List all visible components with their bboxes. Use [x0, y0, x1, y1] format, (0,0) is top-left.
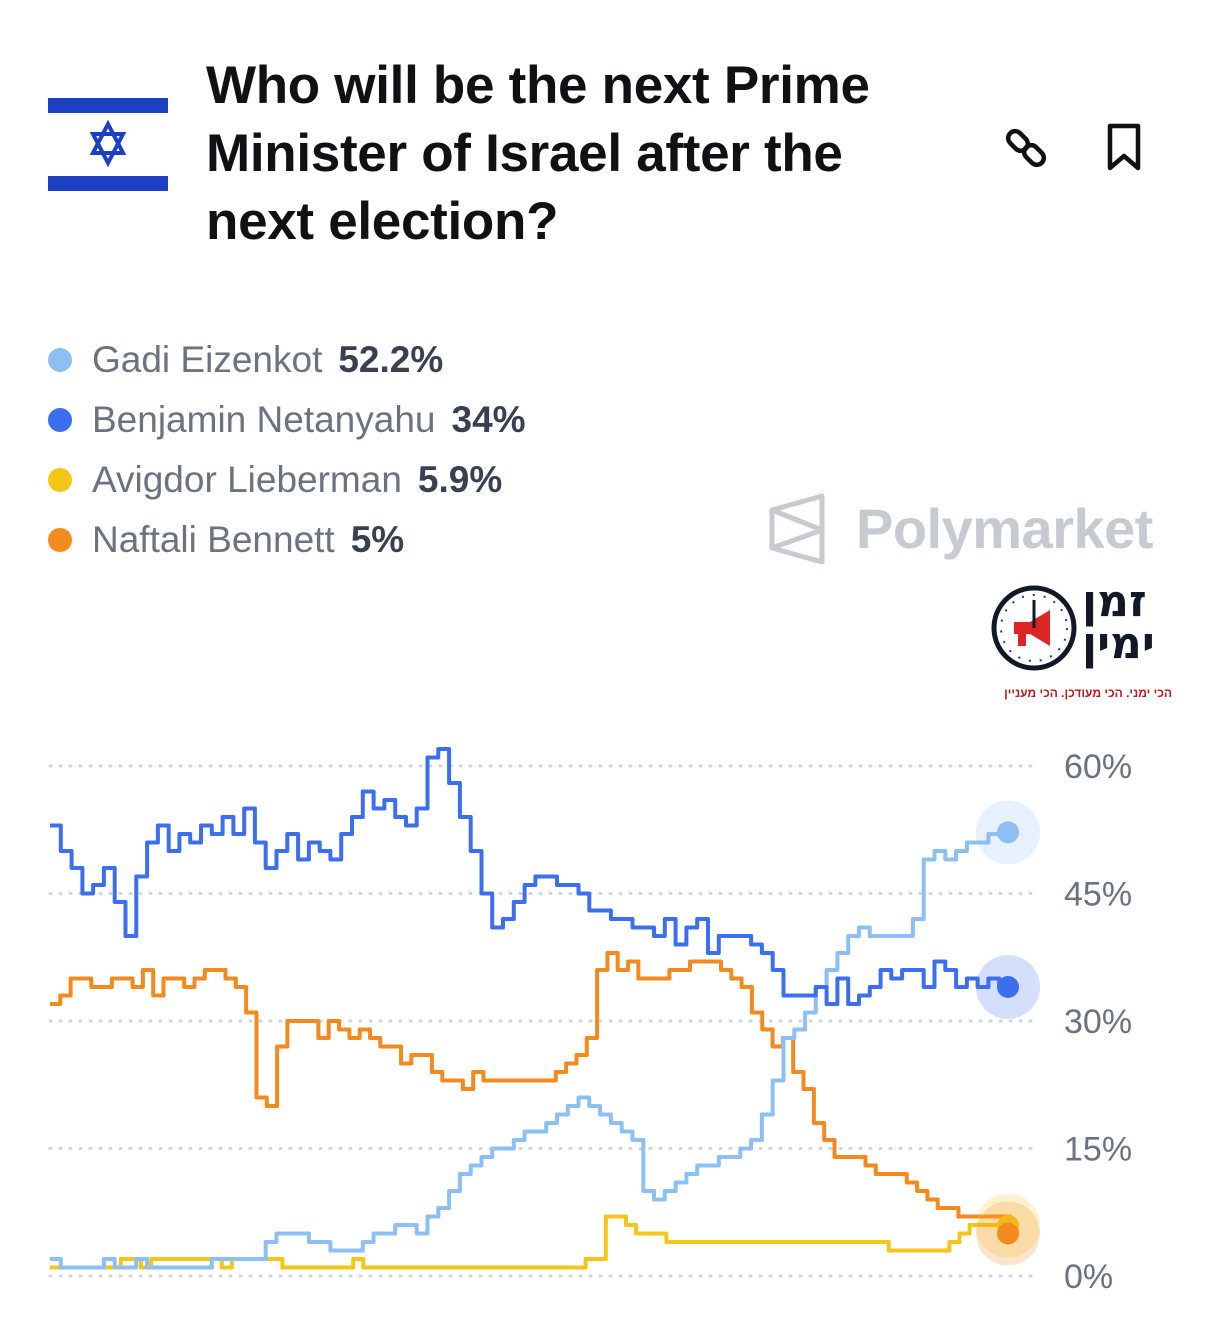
polymarket-watermark: Polymarket [766, 492, 1153, 564]
legend-item-eizenkot: Gadi Eizenkot 52.2% [48, 330, 526, 390]
news-logo-text-1: זמן [1082, 576, 1147, 627]
news-tagline: הכי ימני. הכי מעודכן. הכי מעניין [1004, 686, 1172, 700]
end-marker-naftali-bennett[interactable] [997, 1222, 1019, 1245]
polymarket-logo-icon [769, 493, 825, 564]
y-tick-label: 30% [1064, 1003, 1132, 1041]
legend-name: Benjamin Netanyahu [92, 399, 436, 440]
link-button[interactable] [1000, 122, 1052, 174]
legend-name: Gadi Eizenkot [92, 339, 323, 380]
legend-dot [48, 528, 72, 552]
legend-dot [48, 468, 72, 492]
y-tick-label: 45% [1064, 876, 1132, 914]
legend-value: 5% [350, 519, 405, 560]
series-line-avigdor-lieberman [50, 1214, 1010, 1270]
watermark-text: Polymarket [856, 496, 1153, 560]
y-tick-label: 0% [1064, 1258, 1113, 1296]
legend-item-lieberman: Avigdor Lieberman 5.9% [48, 450, 526, 510]
news-logo: זמן ימין [990, 576, 1180, 702]
link-icon [1005, 128, 1047, 168]
legend-item-bennett: Naftali Bennett 5% [48, 510, 526, 570]
y-tick-label: 60% [1064, 748, 1132, 786]
end-marker-benjamin-netanyahu[interactable] [997, 976, 1019, 998]
legend-item-netanyahu: Benjamin Netanyahu 34% [48, 390, 526, 450]
price-history-chart: 0% 15% 30% 45% 60% [48, 747, 1132, 1296]
legend-value: 34% [451, 399, 526, 440]
page-title: Who will be the next Prime Minister of I… [206, 56, 870, 251]
news-logo-text-2: ימין [1082, 618, 1155, 669]
legend-value: 5.9% [417, 459, 503, 500]
megaphone-clock-icon [991, 585, 1077, 671]
legend-name: Naftali Bennett [92, 519, 335, 560]
y-tick-label: 15% [1064, 1131, 1132, 1169]
legend-dot [48, 348, 72, 372]
series-line-gadi-eizenkot [50, 832, 1010, 1270]
legend-name: Avigdor Lieberman [92, 459, 402, 500]
chart-legend: Gadi Eizenkot 52.2% Benjamin Netanyahu 3… [48, 330, 526, 570]
israel-flag-icon [48, 96, 168, 194]
bookmark-icon [1107, 123, 1141, 171]
end-marker-gadi-eizenkot[interactable] [997, 821, 1019, 844]
series-line-naftali-bennett [50, 951, 1012, 1234]
legend-dot [48, 408, 72, 432]
bookmark-button[interactable] [1098, 122, 1150, 174]
series-line-benjamin-netanyahu [50, 747, 1010, 1006]
legend-value: 52.2% [338, 339, 444, 380]
